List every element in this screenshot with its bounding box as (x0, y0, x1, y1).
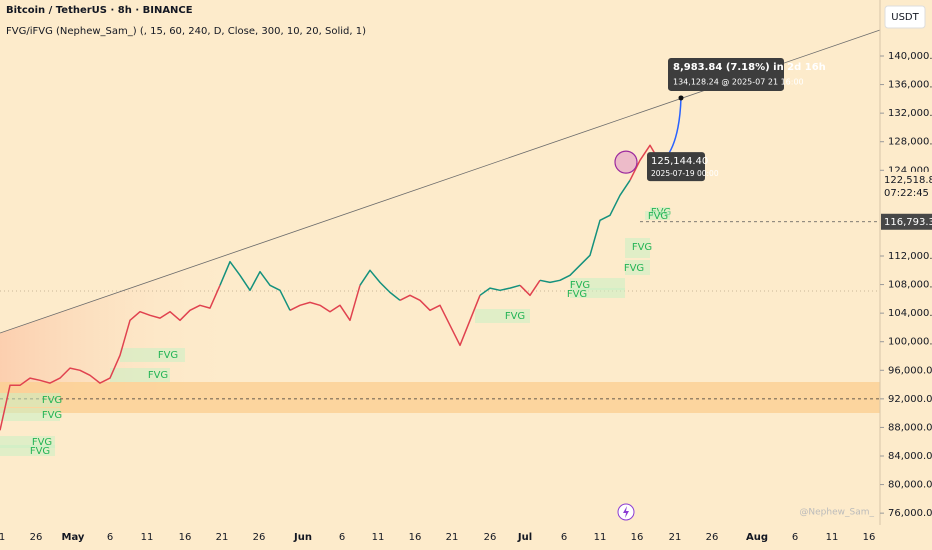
y-tick-label: 100,000.00 (888, 337, 932, 348)
fvg-label: FVG (32, 437, 52, 448)
fvg-box (0, 445, 55, 456)
x-tick-label: 21 (216, 532, 229, 543)
fvg-label: FVG (42, 395, 62, 406)
fvg-box (0, 408, 60, 421)
marker-tooltip (647, 152, 705, 182)
y-tick-label: 76,000.00 (888, 508, 932, 519)
x-tick-label: 1 (0, 532, 5, 543)
supply-zone (0, 382, 880, 413)
y-tick-label: 136,000.00 (888, 80, 932, 91)
countdown: 07:22:45 (884, 188, 929, 199)
y-tick-label: 128,000.00 (888, 137, 932, 148)
x-tick-label: May (62, 532, 85, 543)
fvg-label: FVG (30, 446, 50, 457)
price-line (0, 144, 661, 431)
fvg-label: FVG (648, 211, 668, 222)
gradient-zone (0, 250, 240, 400)
level-box (881, 213, 932, 230)
fvg-label: FVG (632, 242, 652, 253)
y-tick-label: 88,000.00 (888, 422, 932, 433)
x-tick-label: Aug (746, 532, 768, 543)
fvg-box (110, 368, 170, 382)
fvg-box (625, 238, 650, 258)
y-tick-label: 80,000.00 (888, 480, 932, 491)
y-tick-label: 92,000.00 (888, 394, 932, 405)
fvg-box (120, 348, 185, 362)
fvg-label: FVG (42, 410, 62, 421)
x-tick-label: Jul (517, 532, 532, 543)
y-tick-label: 96,000.00 (888, 365, 932, 376)
fvg-label: FVG (158, 350, 178, 361)
y-tick-label: 140,000.00 (888, 51, 932, 62)
fvg-label: FVG (148, 370, 168, 381)
indicator-label: FVG/iFVG (Nephew_Sam_) (, 15, 60, 240, D… (6, 26, 366, 37)
x-tick-label: 26 (484, 532, 497, 543)
x-tick-label: Jun (293, 532, 312, 543)
y-tick-label: 124,000.00 (888, 165, 932, 176)
fvg-box (645, 211, 670, 220)
marker-price: 125,144.40 (651, 156, 708, 167)
current-price: 122,518.82 (884, 175, 932, 186)
x-tick-label: 21 (669, 532, 682, 543)
fvg-label: FVG (624, 263, 644, 274)
watermark: @Nephew_Sam_ (799, 508, 874, 518)
y-tick-label: 108,000.00 (888, 280, 932, 291)
x-tick-label: 21 (446, 532, 459, 543)
x-tick-label: 6 (339, 532, 345, 543)
marker-time: 2025-07-19 00:00 (651, 169, 719, 178)
level-label: 116,793.36 (884, 217, 932, 228)
projection-end (678, 95, 684, 101)
x-tick-label: 16 (409, 532, 422, 543)
fvg-box (625, 260, 650, 275)
fvg-label: FVG (505, 311, 525, 322)
x-tick-label: 26 (30, 532, 43, 543)
fvg-box (570, 278, 625, 290)
current-price-box (881, 171, 932, 202)
event-icon-bolt (623, 506, 629, 518)
x-tick-label: 16 (631, 532, 644, 543)
x-tick-label: 26 (253, 532, 266, 543)
projection-tooltip (668, 57, 784, 91)
fvg-box (570, 288, 625, 298)
y-tick-label: 84,000.00 (888, 451, 932, 462)
x-tick-label: 16 (863, 532, 876, 543)
fvg-label: FVG (567, 289, 587, 300)
fvg-label: FVG (570, 280, 590, 291)
y-tick-label: 112,000.00 (888, 251, 932, 262)
price-line (219, 179, 631, 311)
x-tick-label: 11 (594, 532, 607, 543)
currency[interactable]: USDT (891, 12, 919, 23)
symbol-title: Bitcoin / TetherUS · 8h · BINANCE (6, 5, 193, 16)
x-tick-label: 11 (372, 532, 385, 543)
x-tick-label: 11 (141, 532, 154, 543)
x-tick-label: 26 (706, 532, 719, 543)
projection-headline: 8,983.84 (7.18%) in 2d 16h (673, 62, 826, 73)
fvg-box (475, 309, 530, 323)
currency-button[interactable] (884, 5, 926, 29)
x-tick-label: 11 (826, 532, 839, 543)
x-tick-label: 16 (179, 532, 192, 543)
x-tick-label: 6 (792, 532, 798, 543)
y-tick-label: 132,000.00 (888, 108, 932, 119)
x-tick-label: 6 (107, 532, 113, 543)
marker-ring (614, 150, 638, 174)
x-tick-label: 6 (561, 532, 567, 543)
y-tick-label: 104,000.00 (888, 308, 932, 319)
fvg-box (0, 393, 60, 407)
projection-target: 134,128.24 @ 2025-07 21 16:00 (673, 77, 804, 86)
